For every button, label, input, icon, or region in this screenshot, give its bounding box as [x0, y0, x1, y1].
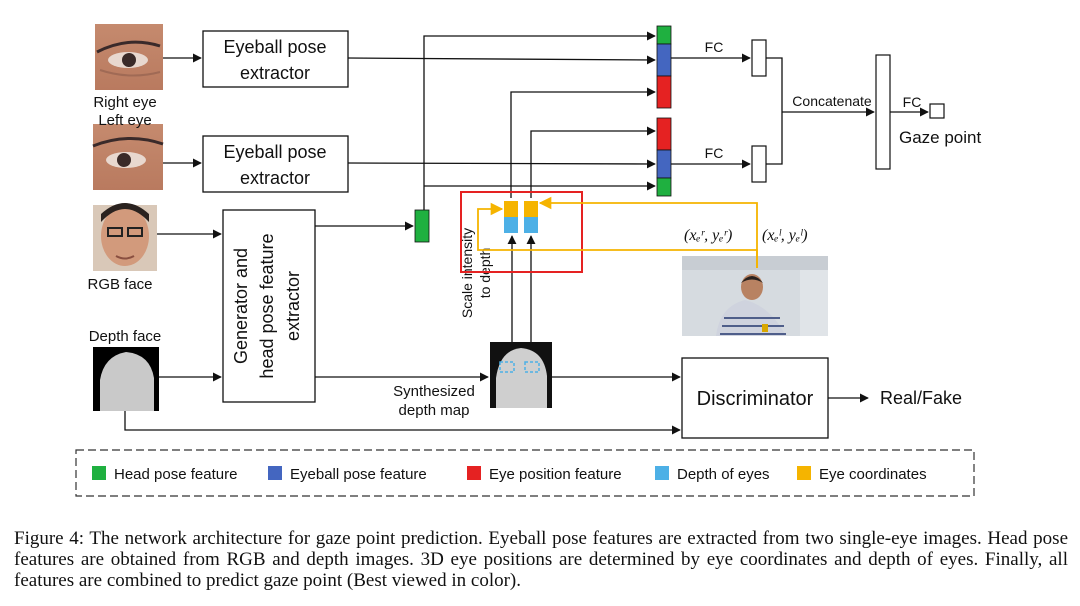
eye-coordinate-block-left [524, 201, 538, 217]
legend-swatch-3 [655, 466, 669, 480]
coord-right-label: (xₑʳ, yₑʳ) [684, 227, 732, 244]
coord-left-label: (xₑˡ, yₑˡ) [762, 227, 808, 244]
eyeball-extractor-top: Eyeball pose extractor [202, 30, 349, 88]
legend-swatch-0 [92, 466, 106, 480]
gaze-point-label: Gaze point [899, 128, 981, 147]
head-pose-block [414, 209, 430, 243]
person-photo [682, 256, 828, 336]
rgb-face-label: RGB face [87, 276, 152, 293]
eyeball-extractor-bottom-line1: Eyeball pose [223, 142, 326, 162]
eyeball-extractor-bottom-line2: extractor [240, 168, 310, 188]
fc-top-label: FC [705, 39, 724, 55]
generator-box: Generator and head pose feature extracto… [222, 209, 316, 403]
legend: Head pose feature Eyeball pose feature Eye… [92, 466, 927, 483]
left-eye-image [92, 124, 164, 190]
legend-swatch-1 [268, 466, 282, 480]
fc-output-top [751, 39, 767, 77]
legend-box [75, 449, 975, 497]
figure-caption: Figure 4: The network architecture for g… [14, 528, 1068, 591]
architecture-diagram: Eyeball pose extractor Eyeball pose extr… [75, 24, 981, 497]
synthesized-label-line2: depth map [399, 402, 470, 419]
concatenated-vector [875, 54, 891, 170]
eyeball-extractor-top-line2: extractor [240, 63, 310, 83]
legend-label-0: Head pose feature [114, 466, 237, 483]
depth-face-label: Depth face [89, 328, 162, 345]
eye-coordinate-block-right [504, 201, 518, 217]
generator-line2: head pose feature [257, 233, 277, 378]
fc-output-bottom [751, 145, 767, 183]
legend-label-2: Eye position feature [489, 466, 622, 483]
gaze-point-output [929, 103, 945, 119]
generator-line1: Generator and [231, 248, 251, 364]
fc-bottom-label: FC [705, 145, 724, 161]
depth-face-image [93, 347, 159, 411]
depth-block-right [504, 217, 518, 233]
eyeball-extractor-bottom: Eyeball pose extractor [202, 135, 349, 193]
left-eye-label: Left eye [98, 112, 151, 129]
eye-position-region [460, 191, 583, 273]
legend-label-3: Depth of eyes [677, 466, 770, 483]
rgb-face-image [93, 203, 157, 271]
legend-swatch-4 [797, 466, 811, 480]
feature-column-top [656, 25, 672, 109]
depth-block-left [524, 217, 538, 233]
synthesized-depth-map [490, 342, 552, 408]
synthesized-label-line1: Synthesized [393, 383, 475, 400]
concatenate-label: Concatenate [792, 93, 872, 109]
discriminator-label: Discriminator [697, 388, 814, 410]
legend-swatch-2 [467, 466, 481, 480]
discriminator-box: Discriminator [681, 357, 829, 439]
fc-final-label: FC [903, 94, 922, 110]
legend-label-4: Eye coordinates [819, 466, 927, 483]
right-eye-image [95, 24, 163, 90]
feature-column-bottom [656, 117, 672, 197]
eyeball-extractor-top-line1: Eyeball pose [223, 37, 326, 57]
legend-label-1: Eyeball pose feature [290, 466, 427, 483]
generator-line3: extractor [283, 271, 303, 341]
right-eye-label: Right eye [93, 94, 156, 111]
real-fake-label: Real/Fake [880, 388, 962, 408]
